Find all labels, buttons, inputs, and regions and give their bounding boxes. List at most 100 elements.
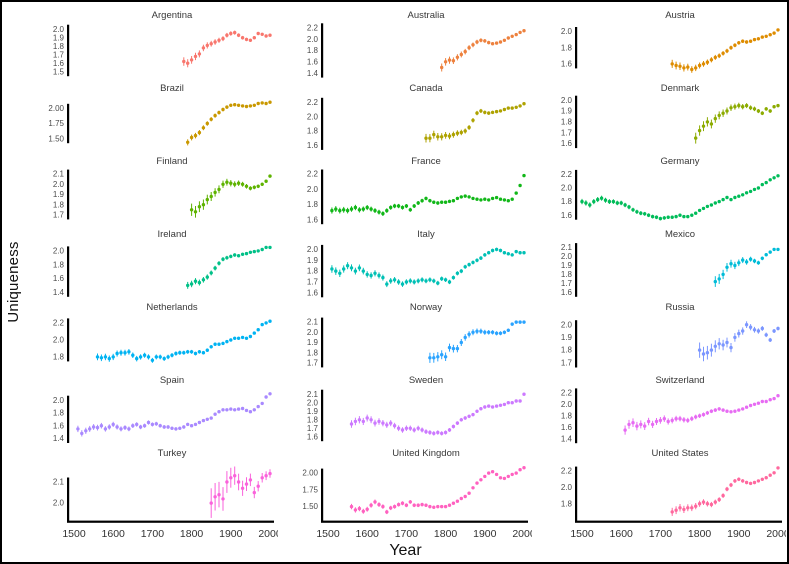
svg-text:2.2: 2.2 — [307, 23, 319, 32]
svg-text:2.00: 2.00 — [48, 104, 64, 113]
svg-text:1.8: 1.8 — [561, 346, 573, 355]
svg-text:1700: 1700 — [141, 528, 165, 540]
svg-text:2.0: 2.0 — [53, 396, 65, 405]
svg-text:1.5: 1.5 — [53, 67, 65, 76]
data-points — [330, 247, 526, 288]
svg-text:1.75: 1.75 — [48, 119, 64, 128]
svg-text:1.9: 1.9 — [53, 33, 65, 42]
y-tick-labels: 2.1 2.0 — [53, 478, 65, 508]
panel-chart: United Kingdom 2.00 1.75 1.50 1500 1600 1700 18… — [302, 448, 532, 540]
panel-title: Sweden — [409, 375, 443, 386]
panel-turkey: Turkey 2.1 2.0 1500 1600 1700 1800 1900 2000 — [24, 444, 278, 544]
svg-text:2.0: 2.0 — [53, 336, 65, 345]
data-points — [330, 173, 526, 216]
svg-text:1.9: 1.9 — [307, 256, 319, 265]
panel-chart: Sweden 2.12.01.91.81.71.6 — [307, 375, 526, 442]
svg-text:2.2: 2.2 — [561, 170, 573, 179]
svg-text:1.6: 1.6 — [561, 60, 573, 69]
panel-title: Switzerland — [655, 375, 704, 386]
panel-chart: Germany 2.2 2.0 1.8 1.6 — [561, 156, 780, 221]
y-tick-labels: 2.2 2.0 1.8 1.6 1.4 — [561, 389, 573, 444]
svg-text:2.2: 2.2 — [561, 467, 573, 476]
data-points — [580, 174, 780, 221]
panel-canada: Canada 2.2 2.0 1.8 1.6 — [278, 79, 532, 152]
data-points — [182, 30, 272, 68]
panel-chart: France 2.2 2.0 1.8 1.6 — [307, 156, 526, 225]
panel-austria: Austria 2.0 1.8 1.6 — [532, 6, 786, 79]
panel-united-kingdom: United Kingdom 2.00 1.75 1.50 1500 1600 1700 18… — [278, 444, 532, 544]
panel-chart: Italy 2.0 1.9 1.8 1.71.6 — [307, 229, 526, 297]
y-axis-line — [575, 466, 578, 521]
svg-text:1.4: 1.4 — [53, 434, 65, 443]
y-tick-labels: 2.0 1.9 1.8 1.7 — [561, 320, 573, 367]
panel-chart: Australia 2.2 2.0 1.8 1.6 1.4 — [307, 10, 526, 78]
panel-united-states: United States 2.2 2.0 1.8 1500 1600 1700 1800 19… — [532, 444, 786, 544]
y-axis-line — [575, 388, 578, 444]
data-points — [670, 28, 780, 73]
panel-norway: Norway 2.1 2.0 1.9 1.8 1.7 — [278, 298, 532, 371]
svg-text:2.2: 2.2 — [307, 170, 319, 179]
svg-text:2.0: 2.0 — [307, 398, 319, 407]
svg-text:2.2: 2.2 — [53, 319, 65, 328]
svg-text:2000: 2000 — [258, 528, 278, 540]
svg-text:1.6: 1.6 — [561, 211, 573, 220]
svg-text:1.6: 1.6 — [53, 274, 65, 283]
panel-sweden: Sweden 2.1 2.0 1.9 1.8 1.7 1.6 — [278, 371, 532, 444]
svg-text:1900: 1900 — [473, 528, 497, 540]
y-axis-line — [67, 103, 70, 144]
svg-text:1.8: 1.8 — [53, 42, 65, 51]
panel-title: Finland — [156, 156, 187, 167]
svg-text:2.00: 2.00 — [302, 469, 318, 478]
svg-text:1.6: 1.6 — [53, 59, 65, 68]
panel-chart: Denmark 2.0 1.9 1.81.7 1.6 — [561, 83, 780, 149]
data-points — [694, 102, 780, 144]
svg-text:1.50: 1.50 — [302, 502, 318, 511]
data-points — [95, 319, 272, 363]
y-axis-line — [575, 320, 578, 368]
panel-chart: Finland 2.12.01.91.8 1.7 — [53, 156, 272, 220]
y-tick-labels: 2.12.01.91.81.71.6 — [307, 390, 319, 442]
y-axis-line — [575, 27, 578, 69]
y-tick-labels: 2.00 1.75 1.50 — [302, 469, 318, 512]
y-axis-line — [575, 95, 578, 149]
data-points — [697, 321, 780, 362]
panel-chart: Turkey 2.1 2.0 1500 1600 1700 1800 1900 2000 — [53, 448, 278, 540]
panel-germany: Germany 2.2 2.0 1.8 1.6 — [532, 152, 786, 225]
panel-chart: Brazil 2.00 1.75 1.50 — [48, 83, 272, 146]
y-tick-labels: 2.0 1.9 1.81.7 1.6 — [561, 96, 573, 148]
panel-title: Germany — [660, 156, 699, 167]
panel-title: Canada — [409, 83, 443, 94]
x-axis-line — [67, 520, 274, 523]
y-axis-line — [321, 23, 324, 78]
svg-text:1.6: 1.6 — [561, 288, 573, 297]
svg-text:2.0: 2.0 — [561, 96, 573, 105]
panel-chart: Switzerland 2.2 2.0 1.8 1.6 1.4 — [561, 375, 780, 444]
x-tick-labels: 1500 1600 1700 1800 1900 2000 — [62, 528, 278, 540]
x-tick-labels: 1500 1600 1700 1800 1900 2000 — [570, 528, 786, 540]
y-tick-labels: 2.2 2.0 1.8 1.6 — [307, 170, 319, 225]
panel-spain: Spain 2.0 1.8 1.6 1.4 — [24, 371, 278, 444]
svg-text:1.8: 1.8 — [53, 200, 65, 209]
x-axis-label: Year — [389, 542, 422, 559]
svg-text:1700: 1700 — [649, 528, 673, 540]
svg-text:1.4: 1.4 — [561, 434, 573, 443]
panel-grid: Argentina 2.0 1.9 1.8 1.7 1.6 1.5 Australia 2.2 2… — [24, 2, 786, 544]
panel-title: Brazil — [160, 83, 184, 94]
data-points — [349, 466, 526, 515]
data-points — [428, 320, 526, 363]
svg-text:1.6: 1.6 — [307, 141, 319, 150]
panel-title: Australia — [408, 10, 446, 21]
data-points — [670, 466, 780, 516]
y-tick-labels: 2.01.91.81.71.61.5 — [53, 25, 65, 77]
panel-title: Mexico — [665, 229, 695, 240]
y-tick-labels: 2.00 1.75 1.50 — [48, 104, 64, 143]
y-axis-line — [321, 389, 324, 442]
svg-text:2.0: 2.0 — [53, 499, 65, 508]
y-tick-labels: 2.2 2.0 1.8 — [561, 467, 573, 509]
panel-title: Argentina — [152, 10, 193, 21]
panel-argentina: Argentina 2.0 1.9 1.8 1.7 1.6 1.5 — [24, 6, 278, 79]
svg-text:1.8: 1.8 — [53, 260, 65, 269]
data-points — [186, 100, 272, 146]
y-axis-label: Uniqueness — [5, 241, 22, 323]
svg-text:1.7: 1.7 — [307, 359, 319, 368]
